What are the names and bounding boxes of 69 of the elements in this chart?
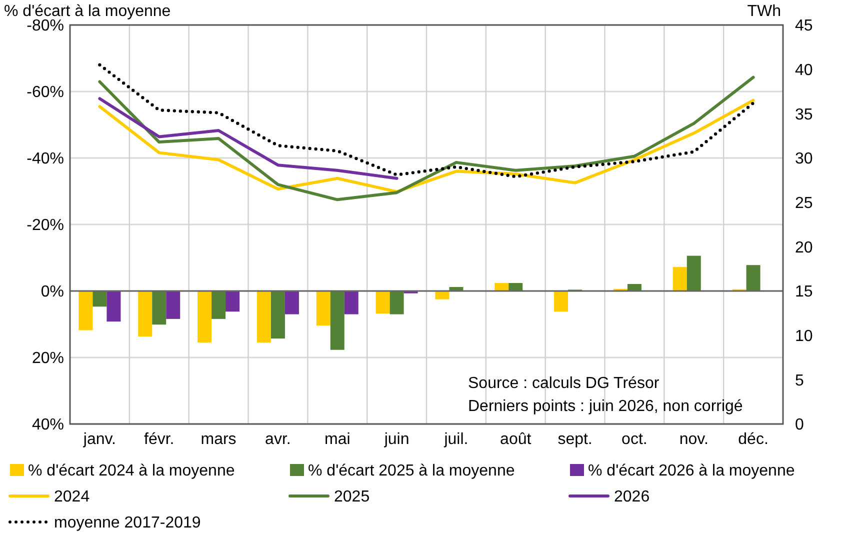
x-tick-label: mars — [200, 431, 236, 448]
legend-label: moyenne 2017-2019 — [54, 514, 201, 532]
x-tick-label: juil. — [443, 431, 468, 448]
bar — [686, 256, 701, 291]
x-tick-label: nov. — [679, 431, 708, 448]
bar — [152, 291, 166, 325]
legend-label: 2026 — [614, 488, 650, 506]
x-tick-label: janv. — [82, 431, 116, 448]
bar — [226, 291, 240, 312]
bar — [256, 291, 271, 343]
annotation: Derniers points : juin 2026, non corrigé — [468, 398, 743, 415]
legend-label: % d'écart 2026 à la moyenne — [588, 462, 795, 480]
y-axis-title: % d'écart à la moyenne — [4, 3, 171, 20]
bar — [508, 283, 523, 291]
x-tick-label: juin — [383, 431, 410, 448]
bar — [92, 291, 107, 307]
bar — [672, 267, 687, 291]
bar — [138, 291, 152, 337]
bar — [316, 291, 330, 326]
bar — [166, 291, 180, 319]
x-tick-label: sept. — [558, 431, 592, 448]
y-tick-label: 0% — [40, 284, 64, 301]
x-tick-label: févr. — [144, 431, 174, 448]
line-series — [98, 98, 755, 194]
bar — [78, 291, 93, 330]
y2-axis-title: TWh — [747, 3, 781, 20]
legend-label: 2024 — [54, 488, 90, 506]
bar — [344, 291, 358, 314]
x-tick-label: oct. — [622, 431, 648, 448]
bar — [106, 291, 121, 322]
line-series — [98, 63, 755, 178]
y2-tick-label: 25 — [795, 194, 813, 212]
bar — [330, 291, 344, 350]
y2-tick-label: 15 — [795, 284, 813, 301]
bar — [198, 291, 212, 343]
y2-tick-label: 10 — [795, 328, 813, 345]
bar — [284, 291, 299, 314]
y2-tick-label: 40 — [795, 62, 813, 79]
legend-label: % d'écart 2024 à la moyenne — [28, 462, 235, 480]
y-tick-label: -60% — [26, 84, 64, 102]
y-tick-label: -80% — [26, 18, 64, 35]
bar — [376, 291, 390, 314]
bar — [435, 291, 450, 300]
y-tick-label: -20% — [26, 217, 64, 234]
bar — [270, 291, 285, 339]
bar — [212, 291, 226, 319]
bar — [390, 291, 404, 314]
y2-tick-label: 35 — [795, 106, 813, 124]
x-tick-label: août — [500, 431, 532, 448]
y-tick-label: 40% — [32, 416, 64, 434]
y2-tick-label: 45 — [795, 18, 813, 35]
x-tick-label: avr. — [265, 431, 291, 448]
bar — [746, 265, 760, 291]
y2-tick-label: 0 — [795, 416, 804, 434]
y2-tick-label: 30 — [795, 150, 813, 168]
y2-tick-label: 20 — [795, 239, 813, 256]
bar — [494, 283, 509, 291]
y2-tick-label: 5 — [795, 372, 804, 390]
y-tick-label: -40% — [26, 150, 64, 168]
x-tick-label: déc. — [738, 431, 768, 448]
bar — [627, 284, 642, 291]
legend-label: % d'écart 2025 à la moyenne — [308, 462, 515, 480]
bar — [554, 291, 568, 312]
annotation: Source : calculs DG Trésor — [468, 375, 660, 392]
line-series — [98, 76, 755, 202]
y-tick-label: 20% — [32, 350, 64, 368]
x-tick-label: mai — [324, 431, 350, 448]
legend-label: 2025 — [334, 488, 370, 506]
line-series — [98, 97, 398, 180]
